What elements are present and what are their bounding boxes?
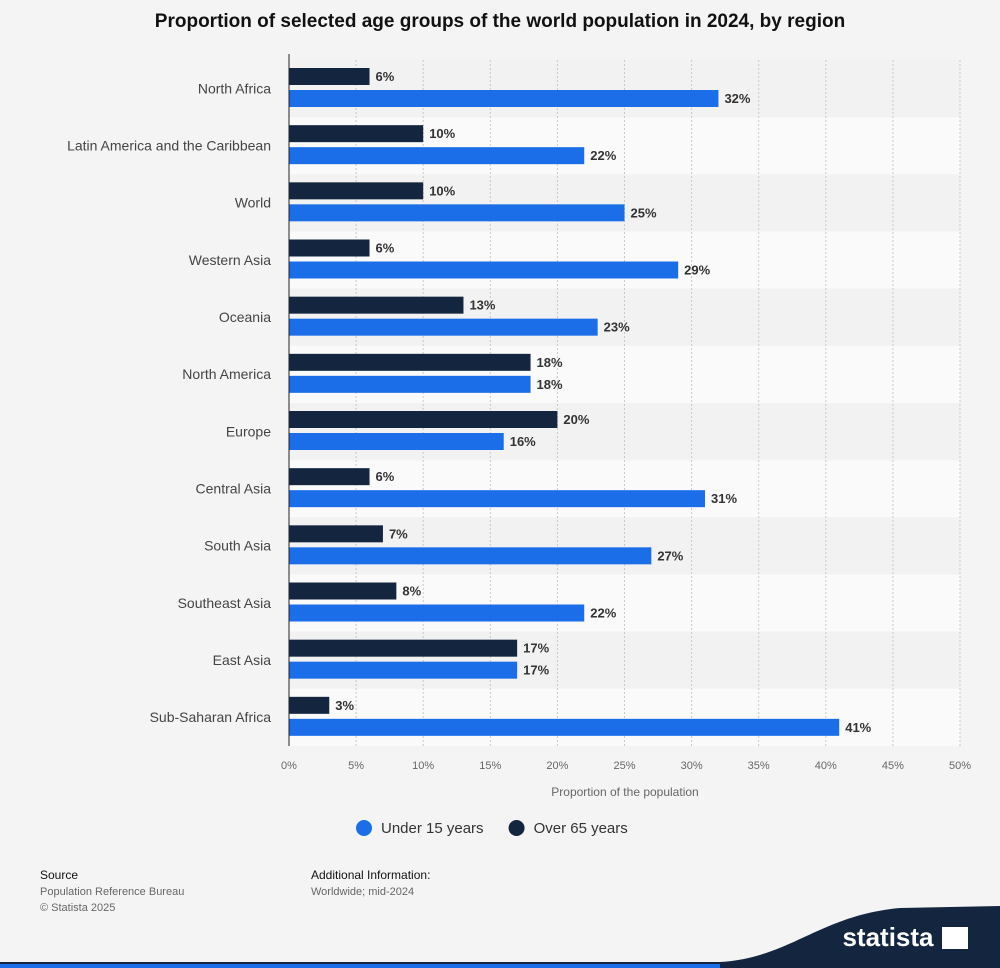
y-tick-label: Central Asia — [196, 480, 272, 496]
value-label: 22% — [590, 148, 616, 163]
x-tick-label: 10% — [412, 760, 434, 772]
value-label: 10% — [429, 183, 455, 198]
y-tick-label: South Asia — [204, 538, 271, 554]
value-label: 18% — [537, 377, 563, 392]
value-label: 6% — [376, 69, 395, 84]
value-label: 31% — [711, 491, 737, 506]
chart-title: Proportion of selected age groups of the… — [155, 11, 845, 32]
y-tick-label: Europe — [226, 423, 271, 439]
legend-marker — [508, 820, 525, 836]
bar — [289, 296, 464, 314]
value-label: 17% — [523, 663, 549, 678]
value-label: 13% — [469, 298, 495, 313]
legend-marker — [356, 820, 372, 836]
value-label: 22% — [590, 605, 616, 620]
y-tick-label: Sub-Saharan Africa — [150, 709, 272, 725]
brand-icon — [942, 927, 968, 949]
x-tick-label: 25% — [613, 760, 635, 772]
y-tick-label: East Asia — [213, 652, 272, 668]
bar — [289, 318, 598, 336]
x-tick-label: 40% — [815, 760, 837, 772]
x-tick-label: 45% — [882, 760, 904, 772]
bar — [289, 696, 330, 714]
value-label: 6% — [376, 469, 395, 484]
value-label: 10% — [429, 126, 455, 141]
bar — [289, 547, 652, 565]
bar — [289, 68, 370, 85]
footer-wave — [0, 906, 1000, 968]
bar — [289, 718, 840, 736]
bar — [289, 182, 424, 200]
value-label: 27% — [657, 548, 683, 563]
info-title: Additional Information: — [311, 868, 430, 882]
value-label: 20% — [563, 412, 589, 427]
value-label: 25% — [631, 205, 657, 220]
value-label: 18% — [537, 355, 563, 370]
bar — [289, 204, 625, 222]
y-tick-label: North America — [182, 366, 271, 382]
x-tick-label: 50% — [949, 760, 971, 772]
x-tick-label: 35% — [748, 760, 770, 772]
y-tick-label: World — [235, 195, 271, 211]
bar — [289, 353, 531, 371]
bar — [289, 125, 424, 143]
value-label: 6% — [376, 240, 395, 255]
bar — [289, 90, 719, 107]
bar — [289, 490, 706, 508]
y-tick-label: Oceania — [219, 309, 271, 325]
y-tick-label: North Africa — [198, 80, 271, 96]
copyright: © Statista 2025 — [40, 902, 115, 914]
bar — [289, 239, 370, 257]
value-label: 29% — [684, 262, 710, 277]
y-tick-label: Southeast Asia — [178, 595, 272, 611]
x-tick-label: 0% — [281, 760, 297, 772]
value-label: 17% — [523, 641, 549, 656]
value-label: 41% — [845, 720, 871, 735]
bar — [289, 604, 585, 622]
bar — [289, 639, 518, 657]
footer-stripe — [0, 964, 720, 968]
source-title: Source — [40, 868, 78, 882]
plot: 0% 5% 10% 15% 20% 25% 30% 35% 40% 45% 50% North Afr… — [67, 54, 971, 837]
brand-logo: statista — [842, 922, 934, 952]
bar — [289, 261, 679, 279]
y-tick-label: Latin America and the Caribbean — [67, 137, 271, 153]
value-label: 23% — [604, 320, 630, 335]
x-axis-title: Proportion of the population — [551, 785, 698, 799]
bar — [289, 147, 585, 165]
value-label: 7% — [389, 526, 408, 541]
x-tick-label: 30% — [681, 760, 703, 772]
bar — [289, 468, 370, 486]
info: Worldwide; mid-2024 — [311, 886, 414, 898]
value-label: 8% — [402, 583, 421, 598]
bar — [289, 582, 397, 600]
bar — [289, 433, 504, 450]
value-label: 16% — [510, 434, 536, 449]
x-tick-label: 5% — [348, 760, 364, 772]
bar — [289, 525, 383, 543]
x-tick-label: 15% — [479, 760, 501, 772]
legend-label: Over 65 years — [534, 820, 628, 837]
bar — [289, 661, 518, 679]
x-tick-label: 20% — [546, 760, 568, 772]
value-label: 3% — [335, 698, 354, 713]
source: Population Reference Bureau — [40, 886, 184, 898]
y-tick-label: Western Asia — [189, 252, 271, 268]
legend-label: Under 15 years — [381, 820, 484, 837]
bar — [289, 375, 531, 393]
bar — [289, 411, 558, 428]
value-label: 32% — [724, 91, 750, 106]
